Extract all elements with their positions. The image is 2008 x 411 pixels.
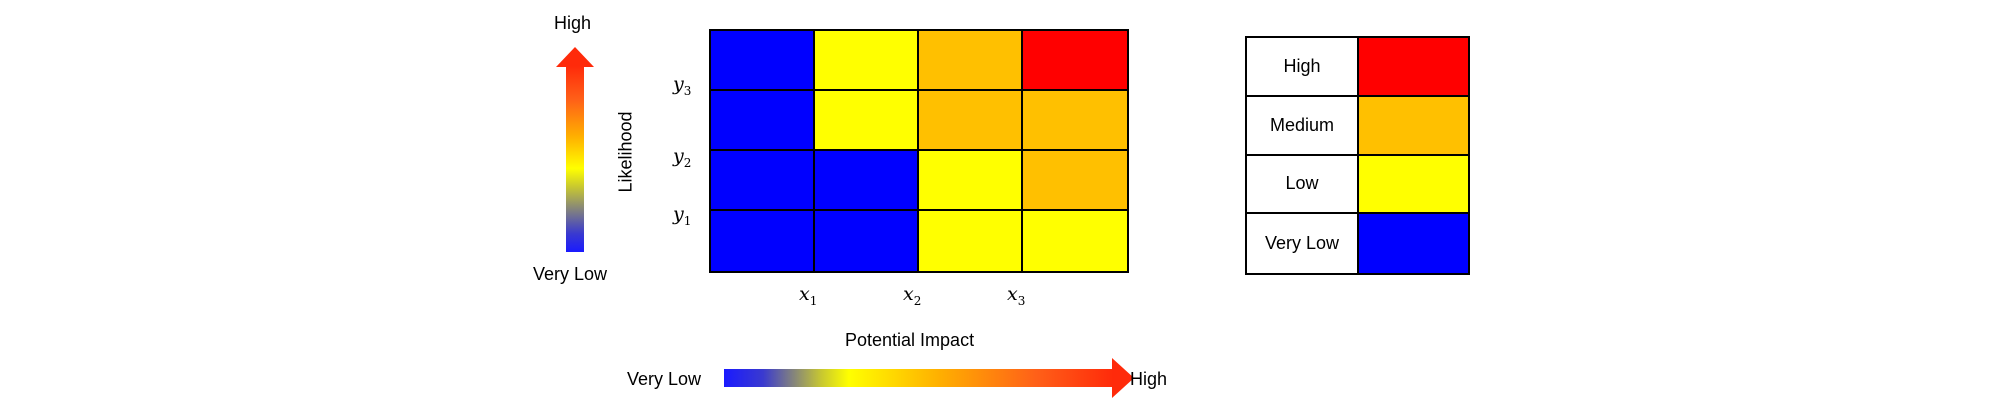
matrix-cell — [919, 211, 1023, 271]
likelihood-gradient-arrow — [566, 66, 584, 252]
impact-arrow-head — [1112, 358, 1134, 398]
y-tick-label: y2 — [673, 145, 692, 170]
legend-swatch — [1359, 96, 1468, 156]
likelihood-high-label: High — [554, 13, 592, 33]
impact-high-label: High — [1130, 369, 1168, 389]
matrix-cell — [815, 211, 919, 271]
matrix-cell — [815, 91, 919, 151]
matrix-cell — [919, 31, 1023, 91]
impact-axis-title: Potential Impact — [845, 330, 975, 350]
matrix-cell — [815, 151, 919, 211]
matrix-cell — [1023, 211, 1127, 271]
legend-label: Low — [1247, 155, 1359, 215]
legend-swatch — [1359, 38, 1468, 97]
legend-swatch — [1359, 155, 1468, 215]
y-tick-label: y3 — [673, 73, 692, 98]
x-tick-label: x1 — [799, 283, 818, 308]
legend-swatch — [1359, 214, 1468, 273]
matrix-cell — [919, 151, 1023, 211]
matrix-cell — [815, 31, 919, 91]
likelihood-low-label: Very Low — [533, 264, 608, 284]
matrix-cell — [711, 91, 815, 151]
matrix-cell — [1023, 151, 1127, 211]
y-tick-label: y1 — [673, 203, 692, 228]
matrix-cell — [1023, 91, 1127, 151]
likelihood-arrow-head — [556, 47, 594, 67]
impact-gradient-arrow — [724, 369, 1114, 387]
risk-matrix — [709, 29, 1129, 273]
matrix-cell — [1023, 31, 1127, 91]
matrix-cell — [711, 151, 815, 211]
likelihood-axis-title: Likelihood — [615, 111, 636, 193]
x-tick-label: x2 — [903, 283, 922, 308]
risk-level-legend: High Medium Low Very Low — [1245, 36, 1470, 275]
matrix-cell — [711, 31, 815, 91]
x-tick-label: x3 — [1007, 283, 1026, 308]
impact-low-label: Very Low — [627, 369, 702, 389]
legend-label: Medium — [1247, 96, 1359, 156]
matrix-cell — [711, 211, 815, 271]
legend-label: High — [1247, 38, 1359, 97]
matrix-cell — [919, 91, 1023, 151]
legend-label: Very Low — [1247, 214, 1359, 273]
